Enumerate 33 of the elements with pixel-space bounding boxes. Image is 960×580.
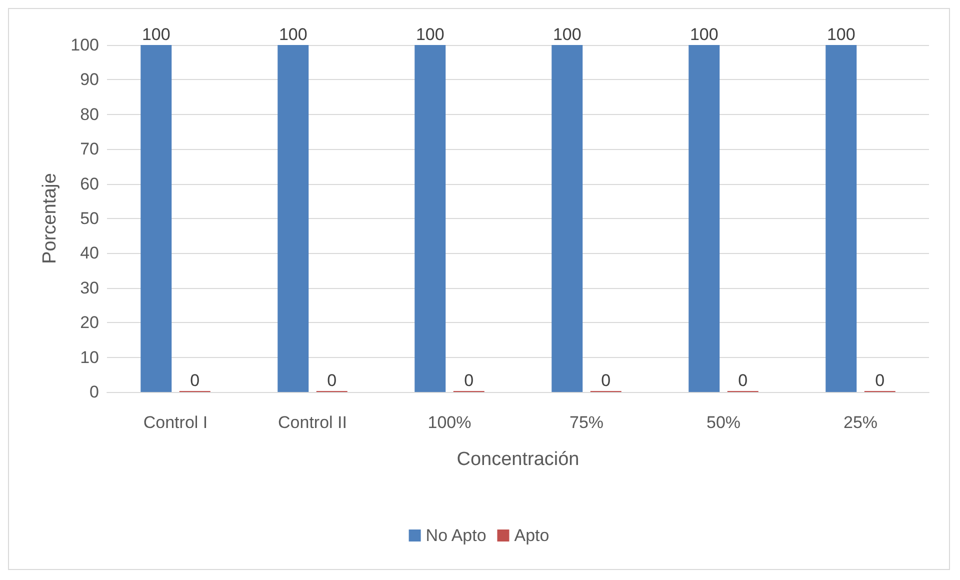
data-label: 100 — [552, 25, 582, 44]
data-label: 100 — [142, 25, 170, 44]
x-tick-label: 50% — [706, 413, 741, 432]
data-label: 0 — [875, 371, 885, 390]
x-axis-title: Concentración — [456, 449, 580, 470]
y-tick-label: 90 — [80, 70, 99, 90]
y-tick-label: 20 — [80, 313, 99, 332]
data-label: 0 — [738, 371, 748, 390]
y-tick-label: 30 — [80, 278, 99, 298]
data-label: 100 — [416, 25, 444, 44]
y-tick-label: 0 — [90, 382, 99, 402]
legend-label: Apto — [514, 526, 550, 545]
y-tick-label: 40 — [80, 244, 99, 263]
y-tick-label: 80 — [80, 104, 99, 124]
data-label: 100 — [690, 25, 718, 44]
x-tick-label: 25% — [843, 413, 878, 432]
y-tick-label: 100 — [70, 36, 99, 54]
y-tick-label: 50 — [80, 209, 99, 228]
y-tick-label: 10 — [80, 348, 99, 367]
y-axis-title: Porcentaje — [40, 173, 61, 264]
legend-label: No Apto — [426, 526, 486, 545]
data-label: 0 — [190, 371, 200, 390]
x-tick-label: Control I — [143, 413, 208, 432]
y-tick-label: 60 — [80, 174, 99, 194]
data-label: 0 — [601, 371, 611, 390]
y-tick-label: 70 — [80, 140, 99, 159]
x-tick-label: Control II — [278, 413, 347, 432]
x-tick-label: 75% — [569, 413, 604, 432]
data-label: 100 — [826, 25, 856, 44]
data-label: 0 — [464, 371, 474, 390]
data-label: 100 — [278, 25, 308, 44]
x-tick-label: 100% — [428, 413, 472, 432]
data-label: 0 — [327, 371, 337, 390]
